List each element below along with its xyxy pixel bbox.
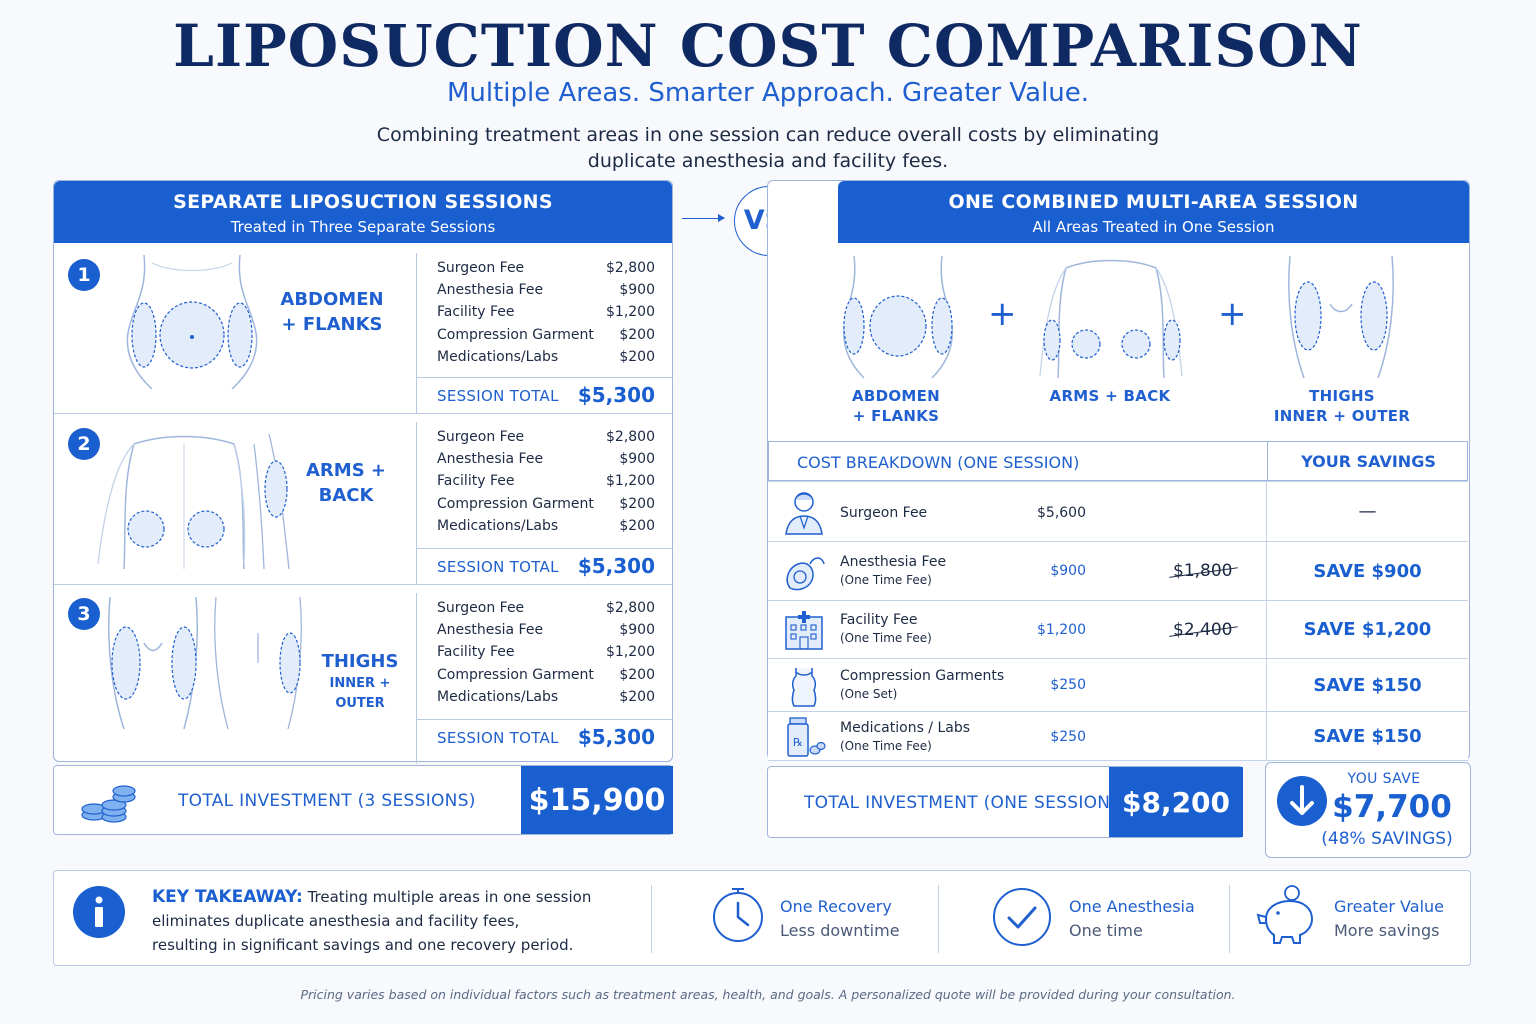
session-number-badge: 1	[68, 259, 100, 291]
feature-title: One Anesthesia	[1069, 897, 1195, 916]
separate-sessions-header: SEPARATE LIPOSUCTION SESSIONS Treated in…	[54, 181, 672, 243]
feature-subtitle: Less downtime	[780, 921, 900, 940]
garment-icon	[791, 668, 817, 707]
surgeon-icon	[785, 492, 823, 535]
separate-total-investment: TOTAL INVESTMENT (3 SESSIONS) $15,900	[53, 765, 673, 835]
cost-breakdown-header: COST BREAKDOWN (ONE SESSION) YOUR SAVING…	[768, 441, 1468, 481]
down-arrow-icon	[1277, 776, 1327, 826]
session-row-1: 1 ABDOMEN + FLANKS Surgeon Fee $2,800 Ane…	[54, 243, 673, 413]
feature-title: One Recovery	[780, 897, 892, 916]
hospital-icon	[785, 611, 823, 650]
combined-area-arms-label: ARMS + BACK	[1049, 387, 1171, 405]
feature-subtitle: One time	[1069, 921, 1143, 940]
cost-row-medications: ℞ Medications / Labs (One Time Fee) $250 …	[768, 711, 1468, 761]
abdomen-illustration	[126, 254, 258, 390]
cost-row-anesthesia: Anesthesia Fee (One Time Fee) $900 $1,800…	[768, 541, 1468, 600]
feature-title: Greater Value	[1334, 897, 1444, 916]
vs-arrow-left	[682, 218, 724, 219]
session-total: SESSION TOTAL $5,300	[417, 548, 673, 584]
plus-sign: +	[1218, 294, 1247, 334]
session-row-3: 3 THIGHS INNER + OUTER Surgeon Fee $2,800…	[54, 584, 673, 764]
intro-text: Combining treatment areas in one session…	[376, 124, 1160, 172]
fee-line: Compression Garment $200	[437, 667, 655, 683]
fee-line: Medications/Labs $200	[437, 689, 655, 705]
session-area-label: THIGHS INNER + OUTER	[321, 651, 399, 711]
separate-sessions-panel: SEPARATE LIPOSUCTION SESSIONS Treated in…	[53, 180, 673, 764]
fee-line: Anesthesia Fee $900	[437, 622, 655, 638]
piggy-bank-icon	[1256, 885, 1314, 944]
fee-line: Facility Fee $1,200	[437, 304, 655, 320]
session-fee-list: Surgeon Fee $2,800 Anesthesia Fee $900 Fac…	[416, 593, 673, 764]
session-fee-list: Surgeon Fee $2,800 Anesthesia Fee $900 Fac…	[416, 253, 673, 413]
fee-line: Compression Garment $200	[437, 327, 655, 343]
check-circle-icon	[993, 888, 1051, 946]
fee-line: Medications/Labs $200	[437, 518, 655, 534]
cost-row-facility: Facility Fee (One Time Fee) $1,200 $2,400…	[768, 600, 1468, 658]
coins-icon	[81, 785, 136, 823]
plus-sign: +	[988, 294, 1017, 334]
arms-back-illustration	[97, 433, 290, 570]
feature-subtitle: More savings	[1334, 921, 1440, 940]
thighs-illustration	[108, 596, 302, 730]
clock-icon	[713, 888, 763, 942]
divider	[651, 885, 652, 953]
fee-line: Facility Fee $1,200	[437, 473, 655, 489]
fee-line: Compression Garment $200	[437, 496, 655, 512]
combined-arms-back-illustration	[1039, 259, 1183, 379]
combined-abdomen-illustration	[843, 255, 953, 379]
fee-line: Medications/Labs $200	[437, 349, 655, 365]
divider	[938, 885, 939, 953]
you-save-label: YOU SAVE	[1347, 771, 1421, 787]
footnote: Pricing varies based on individual facto…	[300, 987, 1236, 1002]
session-fee-list: Surgeon Fee $2,800 Anesthesia Fee $900 Fac…	[416, 422, 673, 585]
fee-line: Surgeon Fee $2,800	[437, 600, 655, 616]
session-number-badge: 2	[68, 428, 100, 460]
combined-session-header: ONE COMBINED MULTI-AREA SESSION All Area…	[838, 181, 1469, 243]
you-save-box: YOU SAVE $7,700 (48% SAVINGS)	[1265, 762, 1471, 858]
cost-row-garments: Compression Garments (One Set) $250 SAVE …	[768, 658, 1468, 711]
medication-icon: ℞	[787, 717, 826, 757]
fee-line: Facility Fee $1,200	[437, 644, 655, 660]
fee-line: Surgeon Fee $2,800	[437, 429, 655, 445]
fee-line: Surgeon Fee $2,800	[437, 260, 655, 276]
session-area-label: ARMS + BACK	[306, 460, 387, 506]
fee-line: Anesthesia Fee $900	[437, 451, 655, 467]
svg-text:℞: ℞	[793, 736, 803, 749]
page-title: LIPOSUCTION COST COMPARISON	[173, 12, 1363, 80]
session-total: SESSION TOTAL $5,300	[417, 377, 673, 413]
session-number-badge: 3	[68, 598, 100, 630]
cost-row-surgeon: Surgeon Fee $5,600 —	[768, 481, 1468, 541]
session-area-label: ABDOMEN + FLANKS	[280, 289, 384, 335]
info-icon	[73, 886, 125, 938]
session-total: SESSION TOTAL $5,300	[417, 719, 673, 755]
anesthesia-mask-icon	[786, 557, 825, 591]
you-save-value: $7,700	[1332, 789, 1452, 825]
session-row-2: 2 ARMS + BACK Surgeon Fee $2,800 Anesthes…	[54, 413, 673, 585]
combined-area-thighs-label: THIGHS INNER + OUTER	[1273, 387, 1411, 425]
combined-total-investment: TOTAL INVESTMENT (ONE SESSION) $8,200	[767, 766, 1243, 838]
you-save-percent: (48% SAVINGS)	[1321, 829, 1453, 849]
fee-line: Anesthesia Fee $900	[437, 282, 655, 298]
vs-arrow-left-head	[718, 214, 725, 222]
page-subtitle: Multiple Areas. Smarter Approach. Greate…	[446, 78, 1090, 108]
combined-area-abdomen-label: ABDOMEN + FLANKS	[851, 387, 941, 425]
combined-thighs-illustration	[1288, 255, 1394, 379]
takeaway-text: KEY TAKEAWAY: Treating multiple areas in…	[152, 887, 592, 954]
divider	[1229, 885, 1230, 953]
key-takeaway-bar: KEY TAKEAWAY: Treating multiple areas in…	[53, 870, 1471, 966]
